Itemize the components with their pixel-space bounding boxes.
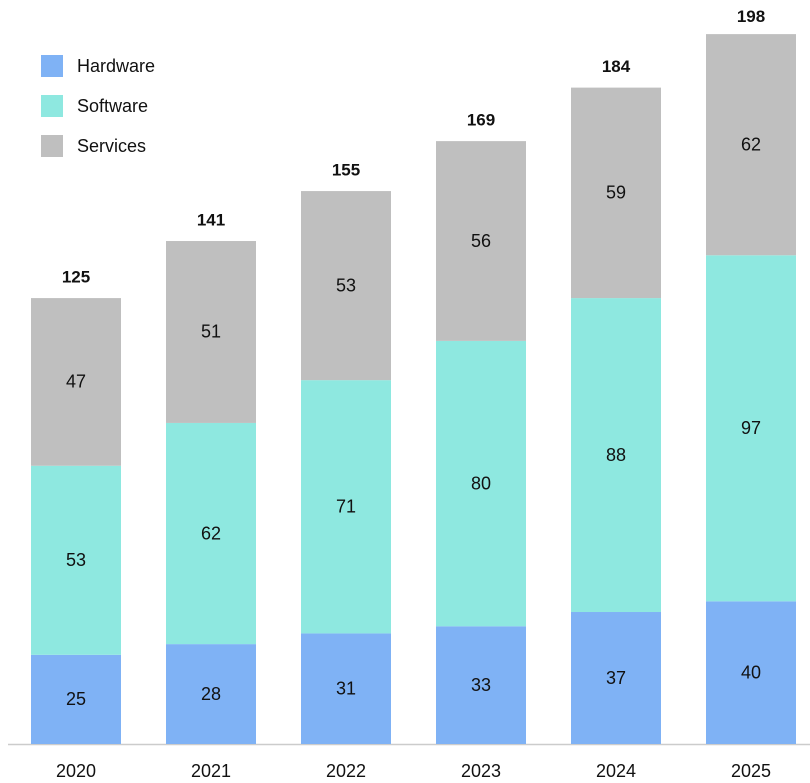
bar-segment — [571, 612, 661, 744]
x-tick-label: 2022 — [326, 761, 366, 781]
bar-segment — [436, 141, 526, 341]
segment-label: 37 — [606, 668, 626, 688]
legend-label: Services — [77, 136, 146, 156]
x-tick-label: 2021 — [191, 761, 231, 781]
bar-segment — [31, 298, 121, 466]
bar-segment — [706, 601, 796, 744]
bar-segment — [301, 633, 391, 744]
segment-label: 53 — [336, 275, 356, 295]
bar-segment — [706, 255, 796, 602]
x-tick-label: 2024 — [596, 761, 636, 781]
bar-segment — [166, 422, 256, 645]
bar-segment — [301, 191, 391, 381]
total-label: 169 — [467, 111, 495, 130]
segment-label: 80 — [471, 473, 491, 493]
segment-label: 88 — [606, 445, 626, 465]
segment-label: 33 — [471, 675, 491, 695]
bar-segment — [706, 34, 796, 256]
bar-segment — [436, 340, 526, 627]
legend-swatch — [41, 135, 63, 157]
total-label: 141 — [197, 210, 225, 229]
segment-label: 71 — [336, 497, 356, 517]
legend-swatch — [41, 95, 63, 117]
bar-segment — [571, 298, 661, 613]
segment-label: 59 — [606, 183, 626, 203]
bar-segment — [31, 654, 121, 744]
segment-label: 25 — [66, 689, 86, 709]
bar-segment — [166, 644, 256, 744]
segment-label: 47 — [66, 372, 86, 392]
bar-segment — [571, 87, 661, 299]
legend-swatch — [41, 55, 63, 77]
segment-label: 28 — [201, 684, 221, 704]
total-label: 125 — [62, 268, 90, 287]
segment-label: 97 — [741, 418, 761, 438]
total-label: 198 — [737, 7, 765, 26]
segment-label: 53 — [66, 550, 86, 570]
segment-label: 56 — [471, 231, 491, 251]
legend-label: Hardware — [77, 56, 155, 76]
segment-label: 31 — [336, 678, 356, 698]
segment-label: 62 — [741, 134, 761, 154]
legend-label: Software — [77, 96, 148, 116]
x-tick-label: 2023 — [461, 761, 501, 781]
bar-segment — [301, 380, 391, 634]
bar-segment — [436, 626, 526, 744]
segment-label: 62 — [201, 523, 221, 543]
total-label: 155 — [332, 161, 360, 180]
x-tick-label: 2025 — [731, 761, 771, 781]
bar-segment — [31, 465, 121, 655]
segment-label: 51 — [201, 322, 221, 342]
bar-segment — [166, 241, 256, 423]
total-label: 184 — [602, 57, 631, 76]
segment-label: 40 — [741, 662, 761, 682]
x-tick-label: 2020 — [56, 761, 96, 781]
